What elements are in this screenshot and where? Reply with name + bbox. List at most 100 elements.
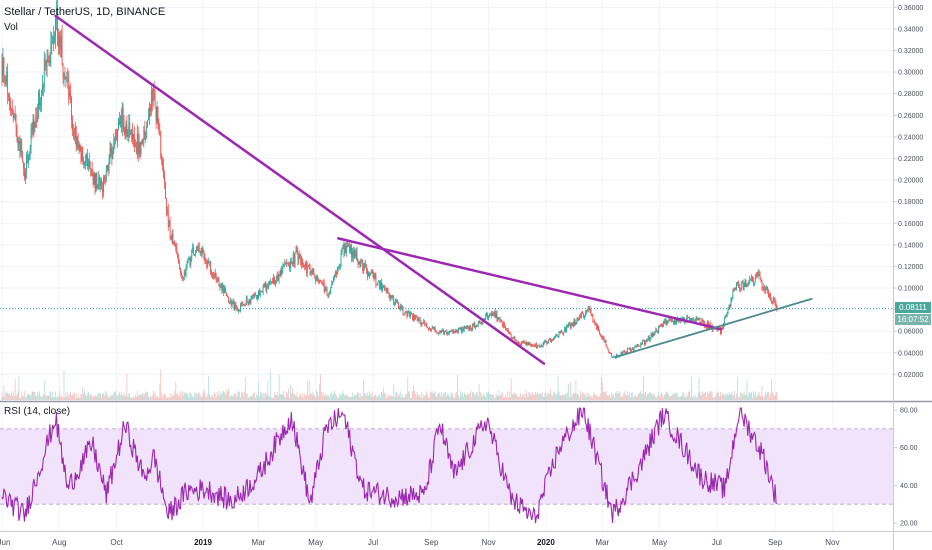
candle-body	[628, 348, 629, 350]
volume-bar	[744, 395, 746, 400]
candle-body	[51, 41, 53, 43]
volume-bar	[646, 394, 648, 400]
candle-body	[659, 325, 660, 327]
candle-body	[416, 317, 418, 321]
volume-bar	[591, 397, 593, 400]
volume-bar	[177, 393, 179, 400]
volume-bar	[697, 393, 699, 400]
volume-bar	[417, 394, 419, 400]
candle-body	[267, 285, 269, 287]
volume-bar	[554, 394, 556, 400]
volume-bar	[482, 395, 484, 400]
volume-bar	[705, 391, 706, 400]
trendline[interactable]	[614, 297, 813, 359]
volume-bar	[291, 387, 293, 400]
candle-body	[543, 341, 545, 344]
candle-body	[691, 318, 692, 321]
x-tick-label: May	[308, 538, 323, 547]
volume-bar	[56, 397, 57, 400]
volume-bar	[128, 393, 130, 400]
volume-bar	[630, 397, 631, 400]
volume-bar	[756, 395, 758, 400]
volume-bar	[324, 395, 326, 400]
candle-body	[29, 147, 31, 153]
candle-body	[693, 320, 695, 323]
volume-bar	[82, 386, 84, 400]
candle-body	[18, 140, 20, 145]
volume-bar	[362, 396, 364, 400]
candle-body	[40, 102, 41, 106]
volume-bar	[92, 396, 94, 400]
rsi-pane[interactable]	[0, 407, 893, 524]
volume-bar	[617, 393, 619, 400]
candle-body	[556, 334, 558, 337]
candle-body	[600, 335, 602, 337]
volume-bar	[258, 381, 259, 400]
candle-body	[428, 327, 429, 330]
volume-bar	[444, 391, 446, 400]
candle-body	[676, 318, 677, 324]
candle-body	[307, 266, 309, 267]
volume-bar	[446, 394, 448, 400]
volume-bar	[332, 395, 334, 400]
candle-body	[744, 281, 746, 286]
candle-body	[402, 306, 404, 314]
candle-body	[698, 318, 700, 320]
volume-bar	[334, 391, 335, 400]
volume-bar	[736, 393, 737, 400]
volume-bar	[712, 397, 714, 400]
candle-body	[217, 279, 219, 281]
candle-body	[38, 92, 40, 110]
candle-body	[677, 320, 679, 322]
volume-bar	[3, 385, 5, 400]
candle-body	[367, 270, 368, 277]
volume-bar	[149, 397, 150, 400]
candle-body	[181, 275, 183, 279]
volume-bar	[455, 393, 457, 400]
candle-body	[486, 313, 488, 315]
candle-body	[125, 124, 127, 134]
candle-body	[82, 147, 84, 164]
candle-body	[33, 118, 35, 129]
volume-bar	[62, 397, 64, 400]
trendlines[interactable]	[54, 14, 813, 365]
candle-body	[272, 281, 273, 284]
volume-bar	[683, 392, 685, 400]
candle-body	[688, 317, 690, 318]
candle-body	[122, 106, 124, 123]
volume-bar	[23, 396, 25, 400]
volume-bar	[212, 397, 214, 400]
candle-body	[230, 299, 232, 306]
volume-bar	[429, 397, 430, 400]
volume-bar	[404, 395, 406, 400]
candle-body	[149, 106, 150, 118]
trendline[interactable]	[54, 14, 546, 365]
volume-bar	[537, 394, 539, 400]
volume-bar	[679, 395, 681, 400]
volume-bar	[699, 391, 701, 400]
volume-bar	[403, 397, 405, 400]
y-tick-label: 0.16000	[898, 221, 923, 228]
candle-body	[653, 332, 655, 336]
candle-body	[702, 319, 704, 322]
volume-bar	[296, 392, 298, 400]
x-tick-label: Jul	[368, 538, 378, 547]
candle-body	[315, 278, 317, 282]
volume-bar	[124, 396, 126, 400]
volume-bar	[769, 397, 770, 400]
volume-bar	[639, 392, 641, 400]
volume-bar	[527, 397, 529, 400]
volume-bar	[748, 392, 750, 400]
candle-body	[126, 124, 128, 137]
volume-bar	[565, 393, 567, 400]
volume-bar	[154, 391, 156, 400]
price-pane[interactable]	[0, 0, 893, 400]
volume-bar	[295, 396, 297, 400]
rsi-line	[1, 407, 778, 524]
candle-body	[477, 323, 479, 326]
trendline[interactable]	[337, 237, 722, 331]
candle-body	[88, 160, 90, 168]
volume-bar	[266, 395, 268, 400]
volume-bar	[15, 396, 17, 400]
